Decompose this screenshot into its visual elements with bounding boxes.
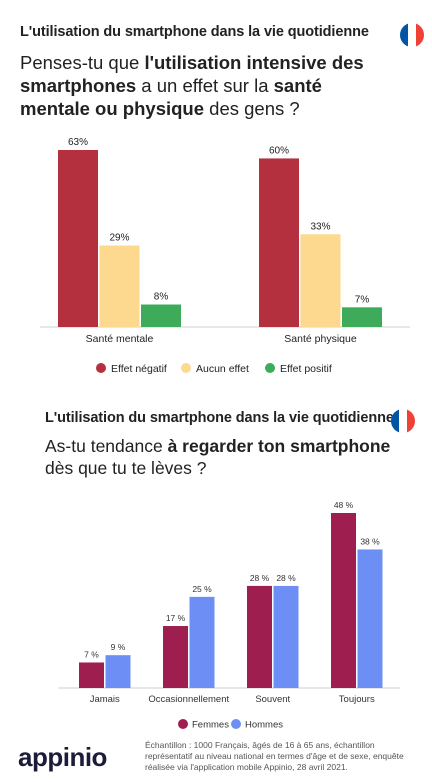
france-flag-icon [400,23,424,47]
flag-stripe-blue [400,23,408,47]
appinio-logo: appinio [18,742,107,772]
legend-marker [96,363,106,373]
question-segment: des gens ? [204,98,300,119]
bar-1-0 [163,626,188,688]
legend-label: Hommes [245,720,283,731]
bar-value-label: 33% [310,221,330,232]
question-segment: Penses-tu que [20,52,145,73]
bar-0-1 [105,655,131,688]
flag-stripe-red [407,409,415,433]
category-label: Santé mentale [86,333,154,345]
category-label: Occasionnellement [148,694,229,705]
question-segment: a un effet sur la [136,75,274,96]
bar-0-0 [79,662,104,688]
bar-value-label: 25 % [192,584,212,594]
category-label: Jamais [90,694,120,705]
bar-value-label: 28 % [250,573,270,583]
bar-value-label: 8% [154,292,169,303]
bar-value-label: 38 % [360,536,380,546]
question-segment: santé mentale ou physique [20,75,322,119]
bar-0-2 [141,304,181,327]
bar-0-0 [58,150,98,327]
legend-label: Aucun effet [196,363,249,375]
flag-stripe-red [416,23,424,47]
legend-marker [265,363,275,373]
bar-3-1 [357,549,383,688]
bar-value-label: 48 % [334,500,354,510]
bar-2-0 [247,585,272,688]
bar-value-label: 7% [355,294,370,305]
section1-question: Penses-tu que l'utilisation intensive de… [20,51,380,120]
bar-3-0 [331,513,356,688]
bar-value-label: 63% [68,137,88,148]
section2-question: As-tu tendance à regarder ton smartphone… [45,435,405,479]
flag-stripe-blue [391,409,399,433]
chart1-svg: 63% 29% 8% Santé mentale 60% 33% 7% Santé physi… [40,137,410,375]
bar-1-1 [300,234,341,327]
section2-header: L'utilisation du smartphone dans la vie … [45,410,394,426]
bar-value-label: 7 % [84,649,99,659]
legend-marker [181,363,191,373]
bar-2-1 [273,585,299,688]
sample-note: Échantillon : 1000 Français, âgés de 16 … [145,740,404,772]
question-segment: à regarder ton smartphone [167,436,391,456]
bar-1-2 [342,307,382,327]
chart2-svg: 7 % 9 % Jamais 17 % 25 % Occasionnellement 28 … [58,500,400,731]
category-label: Santé physique [284,333,357,345]
bar-value-label: 29% [109,233,129,244]
category-label: Toujours [339,694,375,705]
bar-value-label: 28 % [276,573,296,583]
question-segment: As-tu tendance [45,436,168,456]
bar-0-1 [99,245,140,327]
category-label: Souvent [255,694,290,705]
legend-label: Effet négatif [111,363,167,375]
bar-value-label: 9 % [111,642,126,652]
legend-marker [178,719,188,729]
bar-value-label: 60% [269,145,289,156]
question-segment: dès que tu te lèves ? [45,458,207,478]
bar-value-label: 17 % [166,613,186,623]
flag-stripe-white [399,409,407,433]
question-segment: l'utilisation intensive des smartphones [20,52,364,96]
france-flag-icon [391,409,415,433]
legend-label: Femmes [192,720,229,731]
legend-marker [231,719,241,729]
legend-label: Effet positif [280,363,332,375]
flag-stripe-white [408,23,416,47]
bar-1-0 [259,158,299,327]
bar-1-1 [189,596,215,688]
section1-header: L'utilisation du smartphone dans la vie … [20,24,369,40]
